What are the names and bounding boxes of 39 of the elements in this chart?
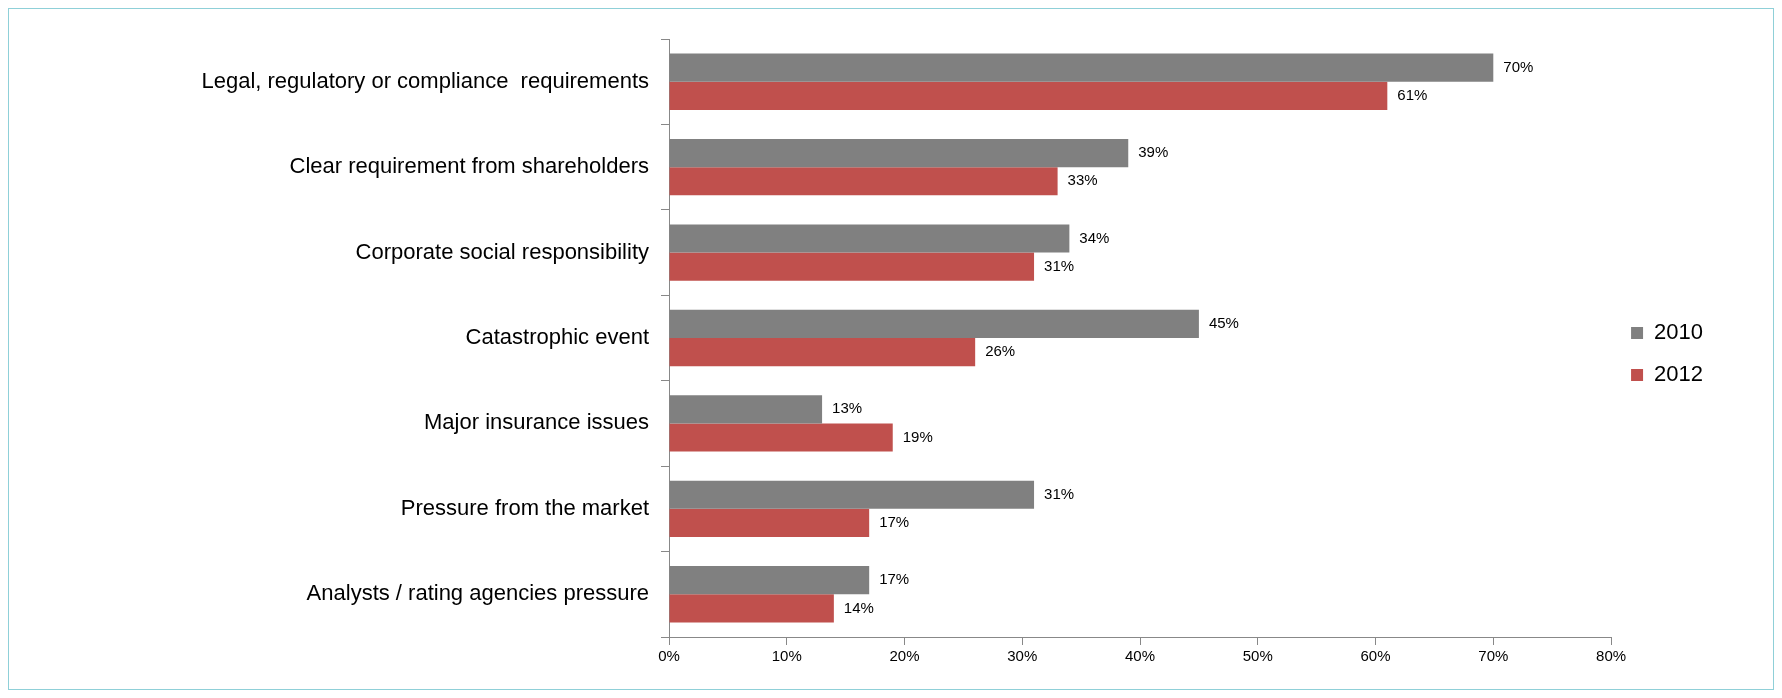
y-tick-label: Catastrophic event <box>465 324 649 350</box>
y-tick-label: Clear requirement from shareholders <box>289 153 649 179</box>
x-tick-label: 40% <box>1125 647 1156 665</box>
bar <box>669 81 1388 110</box>
data-label: 13% <box>832 399 863 417</box>
bar <box>669 338 976 367</box>
bar <box>669 252 1035 281</box>
data-label: 31% <box>1044 484 1075 502</box>
y-tick-label: Analysts / rating agencies pressure <box>306 580 649 606</box>
legend-label: 2012 <box>1654 361 1704 387</box>
bar <box>669 508 870 538</box>
legend-label: 2010 <box>1654 319 1704 345</box>
data-label: 34% <box>1079 228 1110 246</box>
x-tick-label: 70% <box>1478 647 1509 665</box>
x-tick-label: 60% <box>1360 647 1391 665</box>
y-tick-label: Pressure from the market <box>400 494 649 520</box>
x-tick-label: 30% <box>1007 647 1038 665</box>
x-tick-label: 50% <box>1242 647 1273 665</box>
x-tick-label: 80% <box>1596 647 1627 665</box>
data-label: 70% <box>1503 57 1534 75</box>
data-label: 19% <box>902 427 933 445</box>
data-label: 26% <box>985 342 1016 360</box>
data-label: 61% <box>1397 85 1428 103</box>
x-tick-label: 20% <box>889 647 920 665</box>
bar <box>669 594 834 623</box>
y-tick-label: Legal, regulatory or compliance requirements <box>201 67 649 93</box>
bar <box>669 167 1058 196</box>
data-label: 39% <box>1138 143 1169 161</box>
x-tick-label: 0% <box>658 647 680 665</box>
data-label: 45% <box>1208 314 1239 332</box>
bar <box>669 423 893 452</box>
data-label: 14% <box>843 598 874 616</box>
data-label: 33% <box>1067 171 1098 189</box>
y-tick-label: Major insurance issues <box>424 409 649 435</box>
y-tick-label: Corporate social responsibility <box>355 238 649 264</box>
data-label: 17% <box>879 513 910 531</box>
x-tick-label: 10% <box>771 647 802 665</box>
data-label: 17% <box>879 570 910 588</box>
data-label: 31% <box>1044 256 1075 274</box>
